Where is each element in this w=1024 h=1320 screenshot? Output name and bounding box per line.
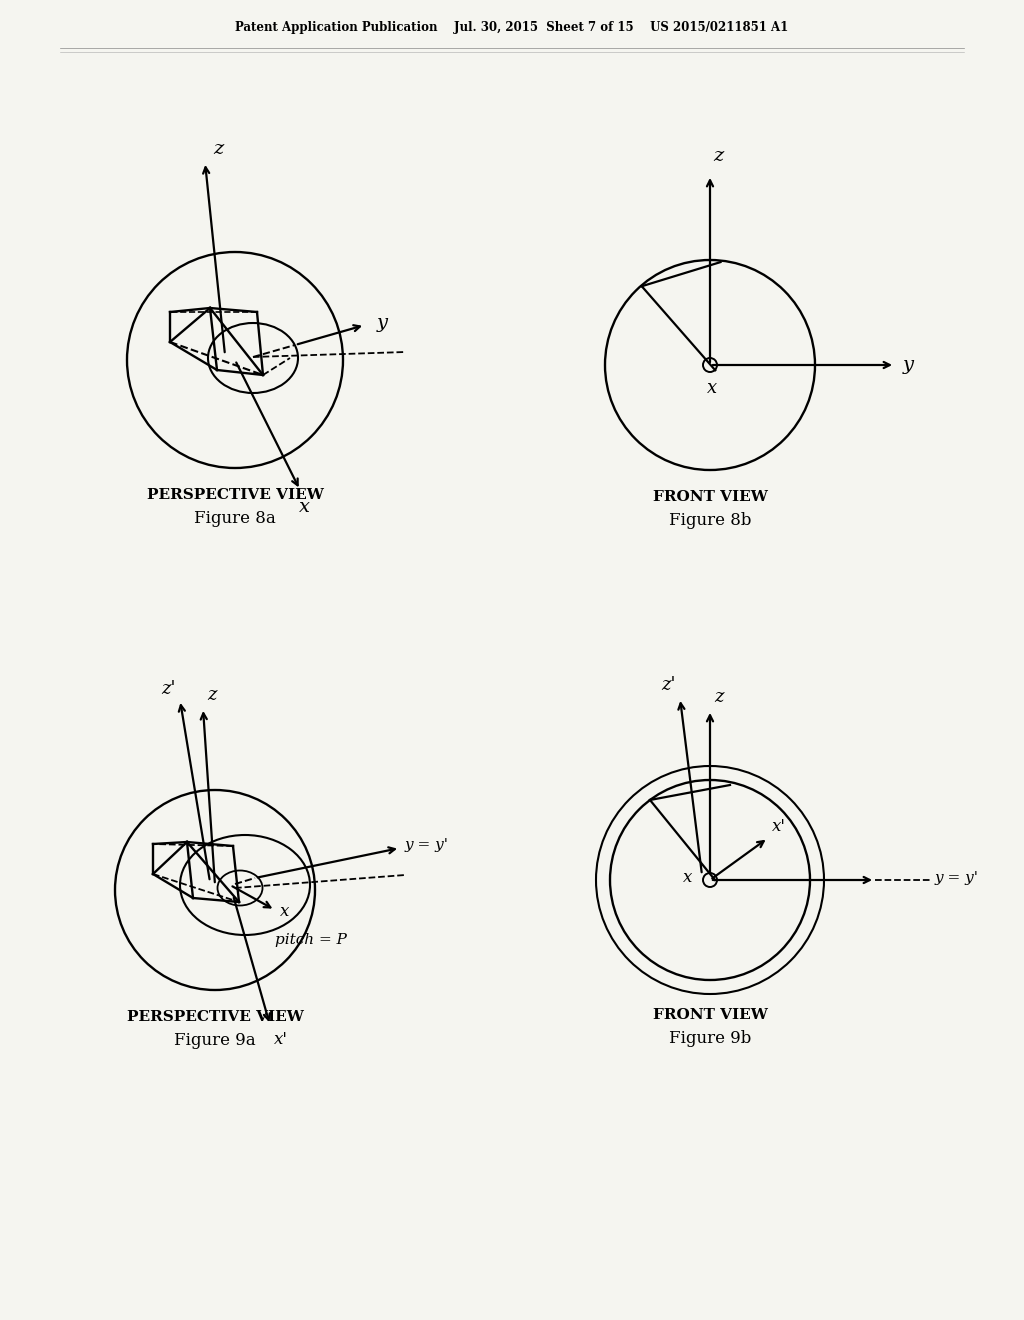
Text: z: z [213,140,223,158]
Text: PERSPECTIVE VIEW: PERSPECTIVE VIEW [127,1010,303,1024]
Text: x: x [683,869,692,886]
Text: z': z' [662,676,676,694]
Text: z: z [714,688,724,706]
Text: y: y [903,356,914,374]
Text: y: y [377,314,388,333]
Text: FRONT VIEW: FRONT VIEW [652,490,767,504]
Text: x': x' [772,818,786,836]
Text: Figure 9b: Figure 9b [669,1030,752,1047]
Text: Figure 9a: Figure 9a [174,1032,256,1049]
Text: z': z' [162,680,176,698]
Text: Figure 8a: Figure 8a [195,510,275,527]
Text: Figure 8b: Figure 8b [669,512,752,529]
Text: z: z [713,147,723,165]
Text: x: x [707,379,717,397]
Text: PERSPECTIVE VIEW: PERSPECTIVE VIEW [146,488,324,502]
Text: x: x [280,903,290,920]
Text: y = y': y = y' [406,838,449,851]
Text: pitch = P: pitch = P [275,933,347,946]
Text: y = y': y = y' [935,871,979,884]
Text: x': x' [274,1031,288,1048]
Text: FRONT VIEW: FRONT VIEW [652,1008,767,1022]
Text: x: x [299,498,309,516]
Text: z: z [207,686,216,704]
Text: Patent Application Publication    Jul. 30, 2015  Sheet 7 of 15    US 2015/021185: Patent Application Publication Jul. 30, … [236,21,788,33]
